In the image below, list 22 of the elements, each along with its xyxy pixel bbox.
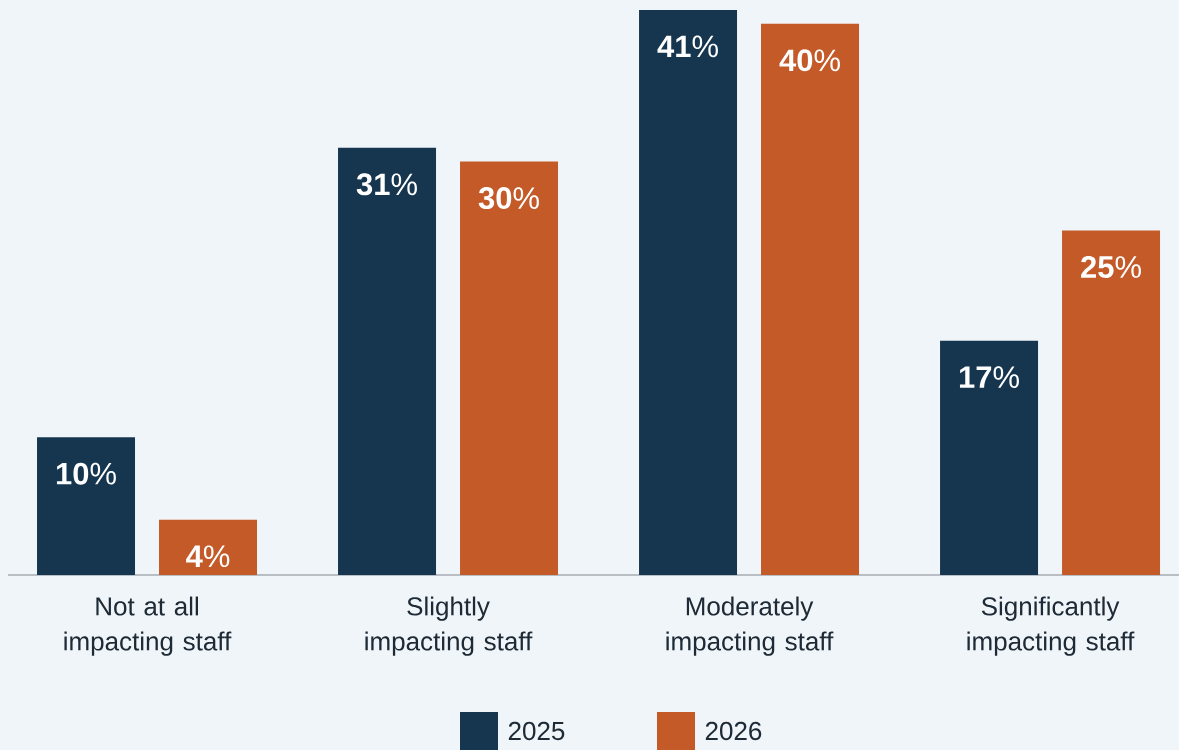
bar [639,10,738,575]
data-label: 25% [1081,256,1141,278]
data-label: 30% [478,187,539,210]
bar [37,437,136,575]
data-label: 4% [186,545,230,568]
x-tick-label: Slightly impacting staff [365,596,533,656]
bar [338,147,437,575]
data-label: 31% [356,173,417,196]
bar [940,340,1039,575]
x-tick-label: Not at all impacting staff [64,596,232,656]
bar [761,23,860,575]
bar [159,519,258,575]
x-tick-label: Moderately impacting staff [666,596,834,656]
data-label: 10% [56,462,116,485]
legend-label: 2026 [705,721,762,741]
bar [1062,230,1161,575]
x-tick-label: Significantly impacting staff [967,596,1135,656]
data-label: 17% [959,366,1019,388]
bar [460,161,559,575]
data-label: 40% [779,49,840,72]
data-label: 41% [657,35,718,58]
legend-label: 2025 [508,721,565,741]
